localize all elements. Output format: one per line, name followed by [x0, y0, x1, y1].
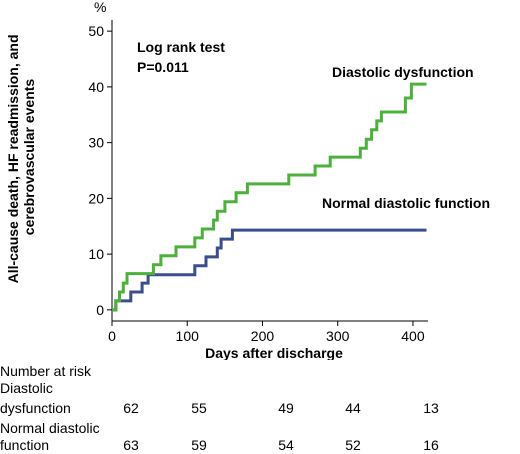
axes [111, 20, 428, 322]
y-axis-label-line-1: All-cause death, HF readmission, and [5, 34, 21, 283]
x-tick-label: 100 [176, 328, 200, 344]
y-tick-label: 40 [88, 79, 104, 95]
y-tick-label: 20 [88, 190, 104, 206]
risk-row-label-line-2: function [0, 437, 50, 453]
y-tick-label: 30 [88, 135, 104, 151]
risk-value: 59 [191, 437, 207, 453]
risk-row-label-line-1: Diastolic [0, 380, 53, 396]
risk-value: 44 [345, 400, 361, 416]
risk-value: 52 [345, 437, 361, 453]
risk-table-header: Number at risk [0, 363, 92, 379]
annotation-line-1: Log rank test [137, 39, 225, 55]
risk-value: 49 [278, 400, 294, 416]
series-label-diastolic-dysfunction: Diastolic dysfunction [332, 64, 474, 80]
risk-row-label-line-2: dysfunction [0, 400, 71, 416]
y-tick-label: 50 [88, 23, 104, 39]
risk-value: 16 [423, 437, 439, 453]
km-chart: 0 10 20 30 40 50 0 100 200 300 400 % All-cause dea… [5, 0, 490, 360]
y-axis-label: All-cause death, HF readmission, and cer… [5, 31, 37, 284]
series-group [112, 82, 427, 312]
risk-value: 55 [191, 400, 207, 416]
tick-group: 0 10 20 30 40 50 0 100 200 300 400 [88, 23, 424, 344]
x-tick-label: 0 [108, 328, 116, 344]
series-line-normal-diastolic-function [112, 228, 427, 312]
x-tick-label: 400 [401, 328, 425, 344]
number-at-risk-table: Number at risk Diastolic dysfunction Nor… [0, 360, 520, 454]
series-line-diastolic-dysfunction [112, 82, 427, 312]
x-axis-label: Days after discharge [205, 345, 343, 360]
risk-value: 54 [278, 437, 294, 453]
series-label-normal-diastolic-function: Normal diastolic function [322, 195, 490, 211]
risk-row-label-line-1: Normal diastolic [0, 420, 100, 436]
x-tick-label: 200 [251, 328, 275, 344]
risk-value: 13 [423, 400, 439, 416]
y-axis-label-line-2: cerebrovascular events [21, 79, 37, 236]
y-tick-label: 10 [88, 246, 104, 262]
risk-value: 63 [123, 437, 139, 453]
y-tick-label: 0 [96, 302, 104, 318]
y-unit-label: % [94, 0, 106, 15]
risk-value: 62 [123, 400, 139, 416]
annotation-line-2: P=0.011 [137, 59, 189, 75]
x-tick-label: 300 [326, 328, 350, 344]
